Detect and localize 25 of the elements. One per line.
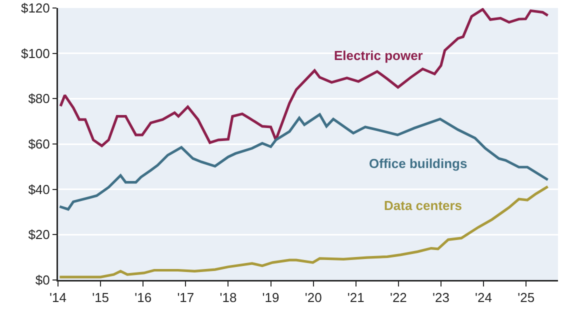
y-tick-label: $100: [20, 46, 50, 61]
series-label: Office buildings: [369, 156, 468, 171]
x-tick-label: '24: [475, 290, 492, 306]
y-tick-label: $80: [28, 91, 50, 106]
series-label: Electric power: [334, 48, 423, 63]
x-tick-label: '25: [518, 290, 535, 306]
x-tick-label: '21: [347, 290, 364, 306]
x-tick-label: '15: [92, 290, 110, 306]
x-tick-label: '20: [304, 290, 322, 306]
y-tick-label: $60: [28, 136, 50, 152]
y-tick-label: $20: [28, 227, 50, 242]
y-tick-label: $0: [35, 272, 50, 288]
x-tick-label: '16: [134, 290, 152, 306]
x-tick-label: '23: [432, 290, 450, 306]
x-tick-label: '17: [177, 290, 194, 306]
y-tick-label: $40: [28, 182, 50, 197]
x-tick-label: '22: [390, 290, 407, 306]
x-tick-label: '18: [220, 290, 237, 306]
x-tick-label: '14: [50, 290, 66, 306]
y-tick-label: $120: [20, 0, 50, 16]
series-label: Data centers: [384, 198, 462, 213]
line-series: [58, 185, 550, 278]
line-series: [59, 8, 550, 148]
x-tick-label: '19: [262, 290, 280, 306]
line-series: [58, 113, 550, 211]
